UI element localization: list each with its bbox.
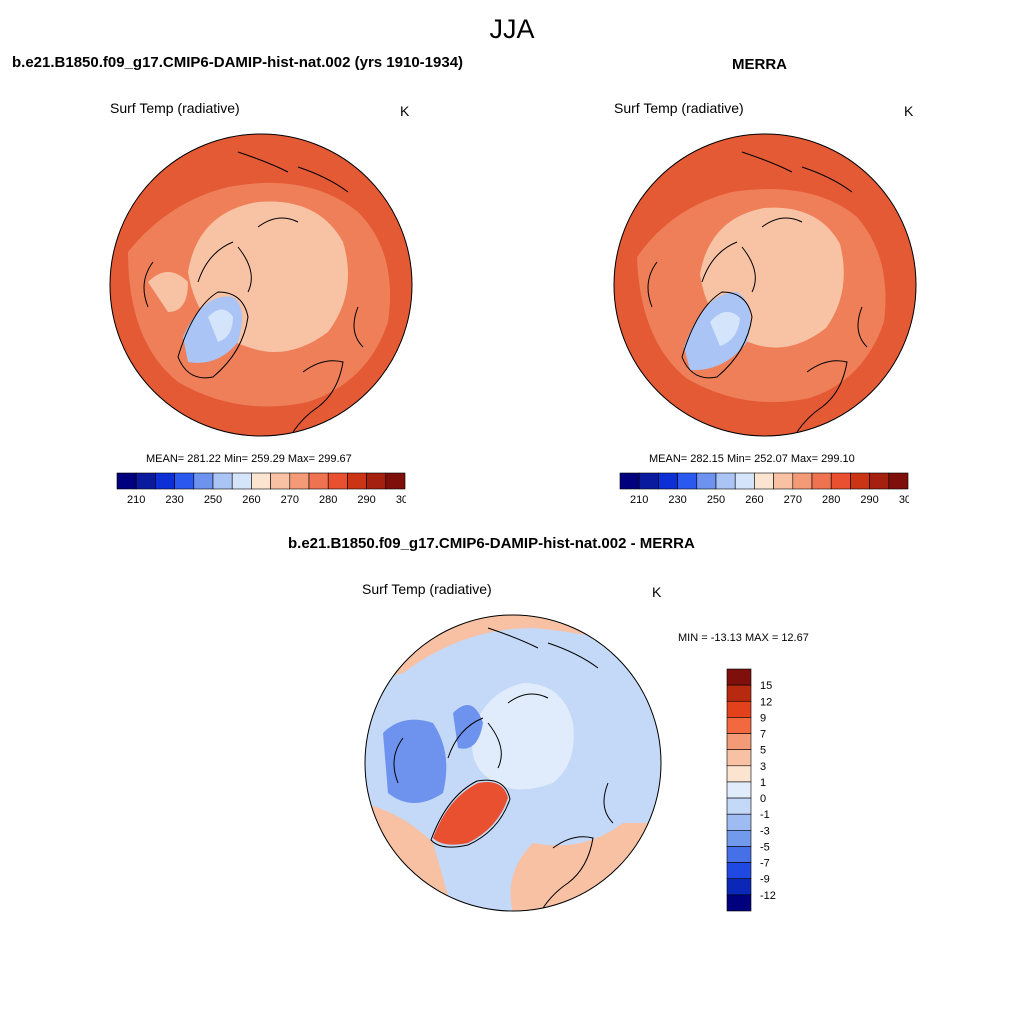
colorbar-tick-label: 280 xyxy=(822,494,840,506)
colorbar-tick-label: 15 xyxy=(760,680,772,692)
colorbar-cell xyxy=(677,472,698,490)
colorbar-cell xyxy=(726,862,752,880)
colorbar-cell xyxy=(830,472,851,490)
colorbar-cell xyxy=(155,472,175,490)
colorbar-cell xyxy=(174,472,195,490)
colorbar-tick-label: 3 xyxy=(760,761,766,773)
model-stats: MEAN= 281.22 Min= 259.29 Max= 299.67 xyxy=(146,453,352,465)
colorbar-cell xyxy=(726,717,752,734)
colorbar-tick-label: 290 xyxy=(860,494,878,506)
colorbar-cell xyxy=(251,472,271,490)
colorbar-tick-label: 230 xyxy=(668,494,686,506)
colorbar-tick-label: -1 xyxy=(760,809,770,821)
colorbar-cell xyxy=(726,733,752,750)
colorbar-cell xyxy=(726,781,752,799)
colorbar-cell xyxy=(366,472,387,490)
colorbar-cell xyxy=(869,472,890,490)
colorbar-cell xyxy=(308,472,329,490)
colorbar-cell xyxy=(726,878,752,896)
model-variable-label: Surf Temp (radiative) xyxy=(110,100,240,116)
colorbar-cell xyxy=(726,894,752,912)
model-colorbar: 210 230 250 260 270 280 290 300 xyxy=(116,472,406,506)
colorbar-cell xyxy=(792,472,813,490)
colorbar-cell xyxy=(811,472,832,490)
colorbar-cell xyxy=(726,700,752,718)
colorbar-tick-label: -5 xyxy=(760,841,770,853)
colorbar-cell xyxy=(385,472,406,490)
colorbar-cell xyxy=(888,472,909,490)
colorbar-cell xyxy=(754,472,774,490)
colorbar-tick-label: 290 xyxy=(357,494,375,506)
obs-stats: MEAN= 282.15 Min= 252.07 Max= 299.10 xyxy=(649,453,855,465)
colorbar-tick-label: -12 xyxy=(760,890,776,902)
colorbar-tick-label: 260 xyxy=(745,494,763,506)
colorbar-cell xyxy=(726,684,752,702)
colorbar-cell xyxy=(726,765,752,783)
obs-polar-map xyxy=(613,133,917,437)
colorbar-cell xyxy=(715,472,736,490)
colorbar-cell xyxy=(726,749,752,767)
obs-unit-label: K xyxy=(904,103,914,119)
colorbar-tick-label: 210 xyxy=(630,494,648,506)
obs-variable-label: Surf Temp (radiative) xyxy=(614,100,744,116)
colorbar-tick-label: 0 xyxy=(760,793,766,805)
colorbar-tick-label: 270 xyxy=(281,494,299,506)
colorbar-cell xyxy=(327,472,348,490)
season-title: JJA xyxy=(489,14,535,44)
colorbar-tick-label: 280 xyxy=(319,494,337,506)
colorbar-cell xyxy=(726,830,752,847)
model-panel-title: b.e21.B1850.f09_g17.CMIP6-DAMIP-hist-nat… xyxy=(12,54,464,71)
colorbar-tick-label: 270 xyxy=(784,494,802,506)
colorbar-tick-label: 1 xyxy=(760,777,766,789)
colorbar-tick-label: 7 xyxy=(760,729,766,741)
colorbar-tick-label: -9 xyxy=(760,874,770,886)
colorbar-cell xyxy=(696,472,717,490)
colorbar-tick-label: 250 xyxy=(707,494,725,506)
colorbar-cell xyxy=(619,472,640,490)
diff-panel-title: b.e21.B1850.f09_g17.CMIP6-DAMIP-hist-nat… xyxy=(288,535,695,552)
obs-panel-title: MERRA xyxy=(732,56,787,73)
colorbar-cell xyxy=(270,472,291,490)
colorbar-cell xyxy=(850,472,870,490)
colorbar-tick-label: 12 xyxy=(760,696,772,708)
colorbar-tick-label: 260 xyxy=(242,494,260,506)
colorbar-tick-label: 250 xyxy=(204,494,222,506)
colorbar-cell xyxy=(347,472,367,490)
colorbar-cell xyxy=(135,472,156,490)
diff-colorbar: 15 12 9 7 5 3 1 0 -1 -3 -5 -7 -9 -12 xyxy=(726,668,776,912)
diff-polar-map xyxy=(364,614,662,912)
colorbar-cell xyxy=(289,472,310,490)
colorbar-cell xyxy=(193,472,214,490)
colorbar-tick-label: 300 xyxy=(899,494,909,506)
colorbar-cell xyxy=(726,797,752,815)
colorbar-tick-label: 9 xyxy=(760,712,766,724)
diff-variable-label: Surf Temp (radiative) xyxy=(362,581,492,597)
colorbar-tick-label: -3 xyxy=(760,825,770,837)
colorbar-cell xyxy=(726,668,752,686)
colorbar-cell xyxy=(638,472,659,490)
diff-stats: MIN = -13.13 MAX = 12.67 xyxy=(678,632,809,644)
colorbar-tick-label: 230 xyxy=(165,494,183,506)
colorbar-cell xyxy=(212,472,233,490)
diff-unit-label: K xyxy=(652,584,662,600)
colorbar-tick-label: -7 xyxy=(760,858,770,870)
colorbar-cell xyxy=(116,472,137,490)
colorbar-cell xyxy=(773,472,794,490)
colorbar-tick-label: 5 xyxy=(760,745,766,757)
colorbar-cell xyxy=(726,846,752,863)
colorbar-cell xyxy=(726,813,752,831)
colorbar-cell xyxy=(231,472,252,490)
colorbar-cell xyxy=(734,472,755,490)
model-polar-map xyxy=(109,133,413,437)
colorbar-tick-label: 300 xyxy=(396,494,406,506)
colorbar-cell xyxy=(658,472,678,490)
obs-colorbar: 210 230 250 260 270 280 290 300 xyxy=(619,472,909,506)
model-unit-label: K xyxy=(400,103,410,119)
colorbar-tick-label: 210 xyxy=(127,494,145,506)
